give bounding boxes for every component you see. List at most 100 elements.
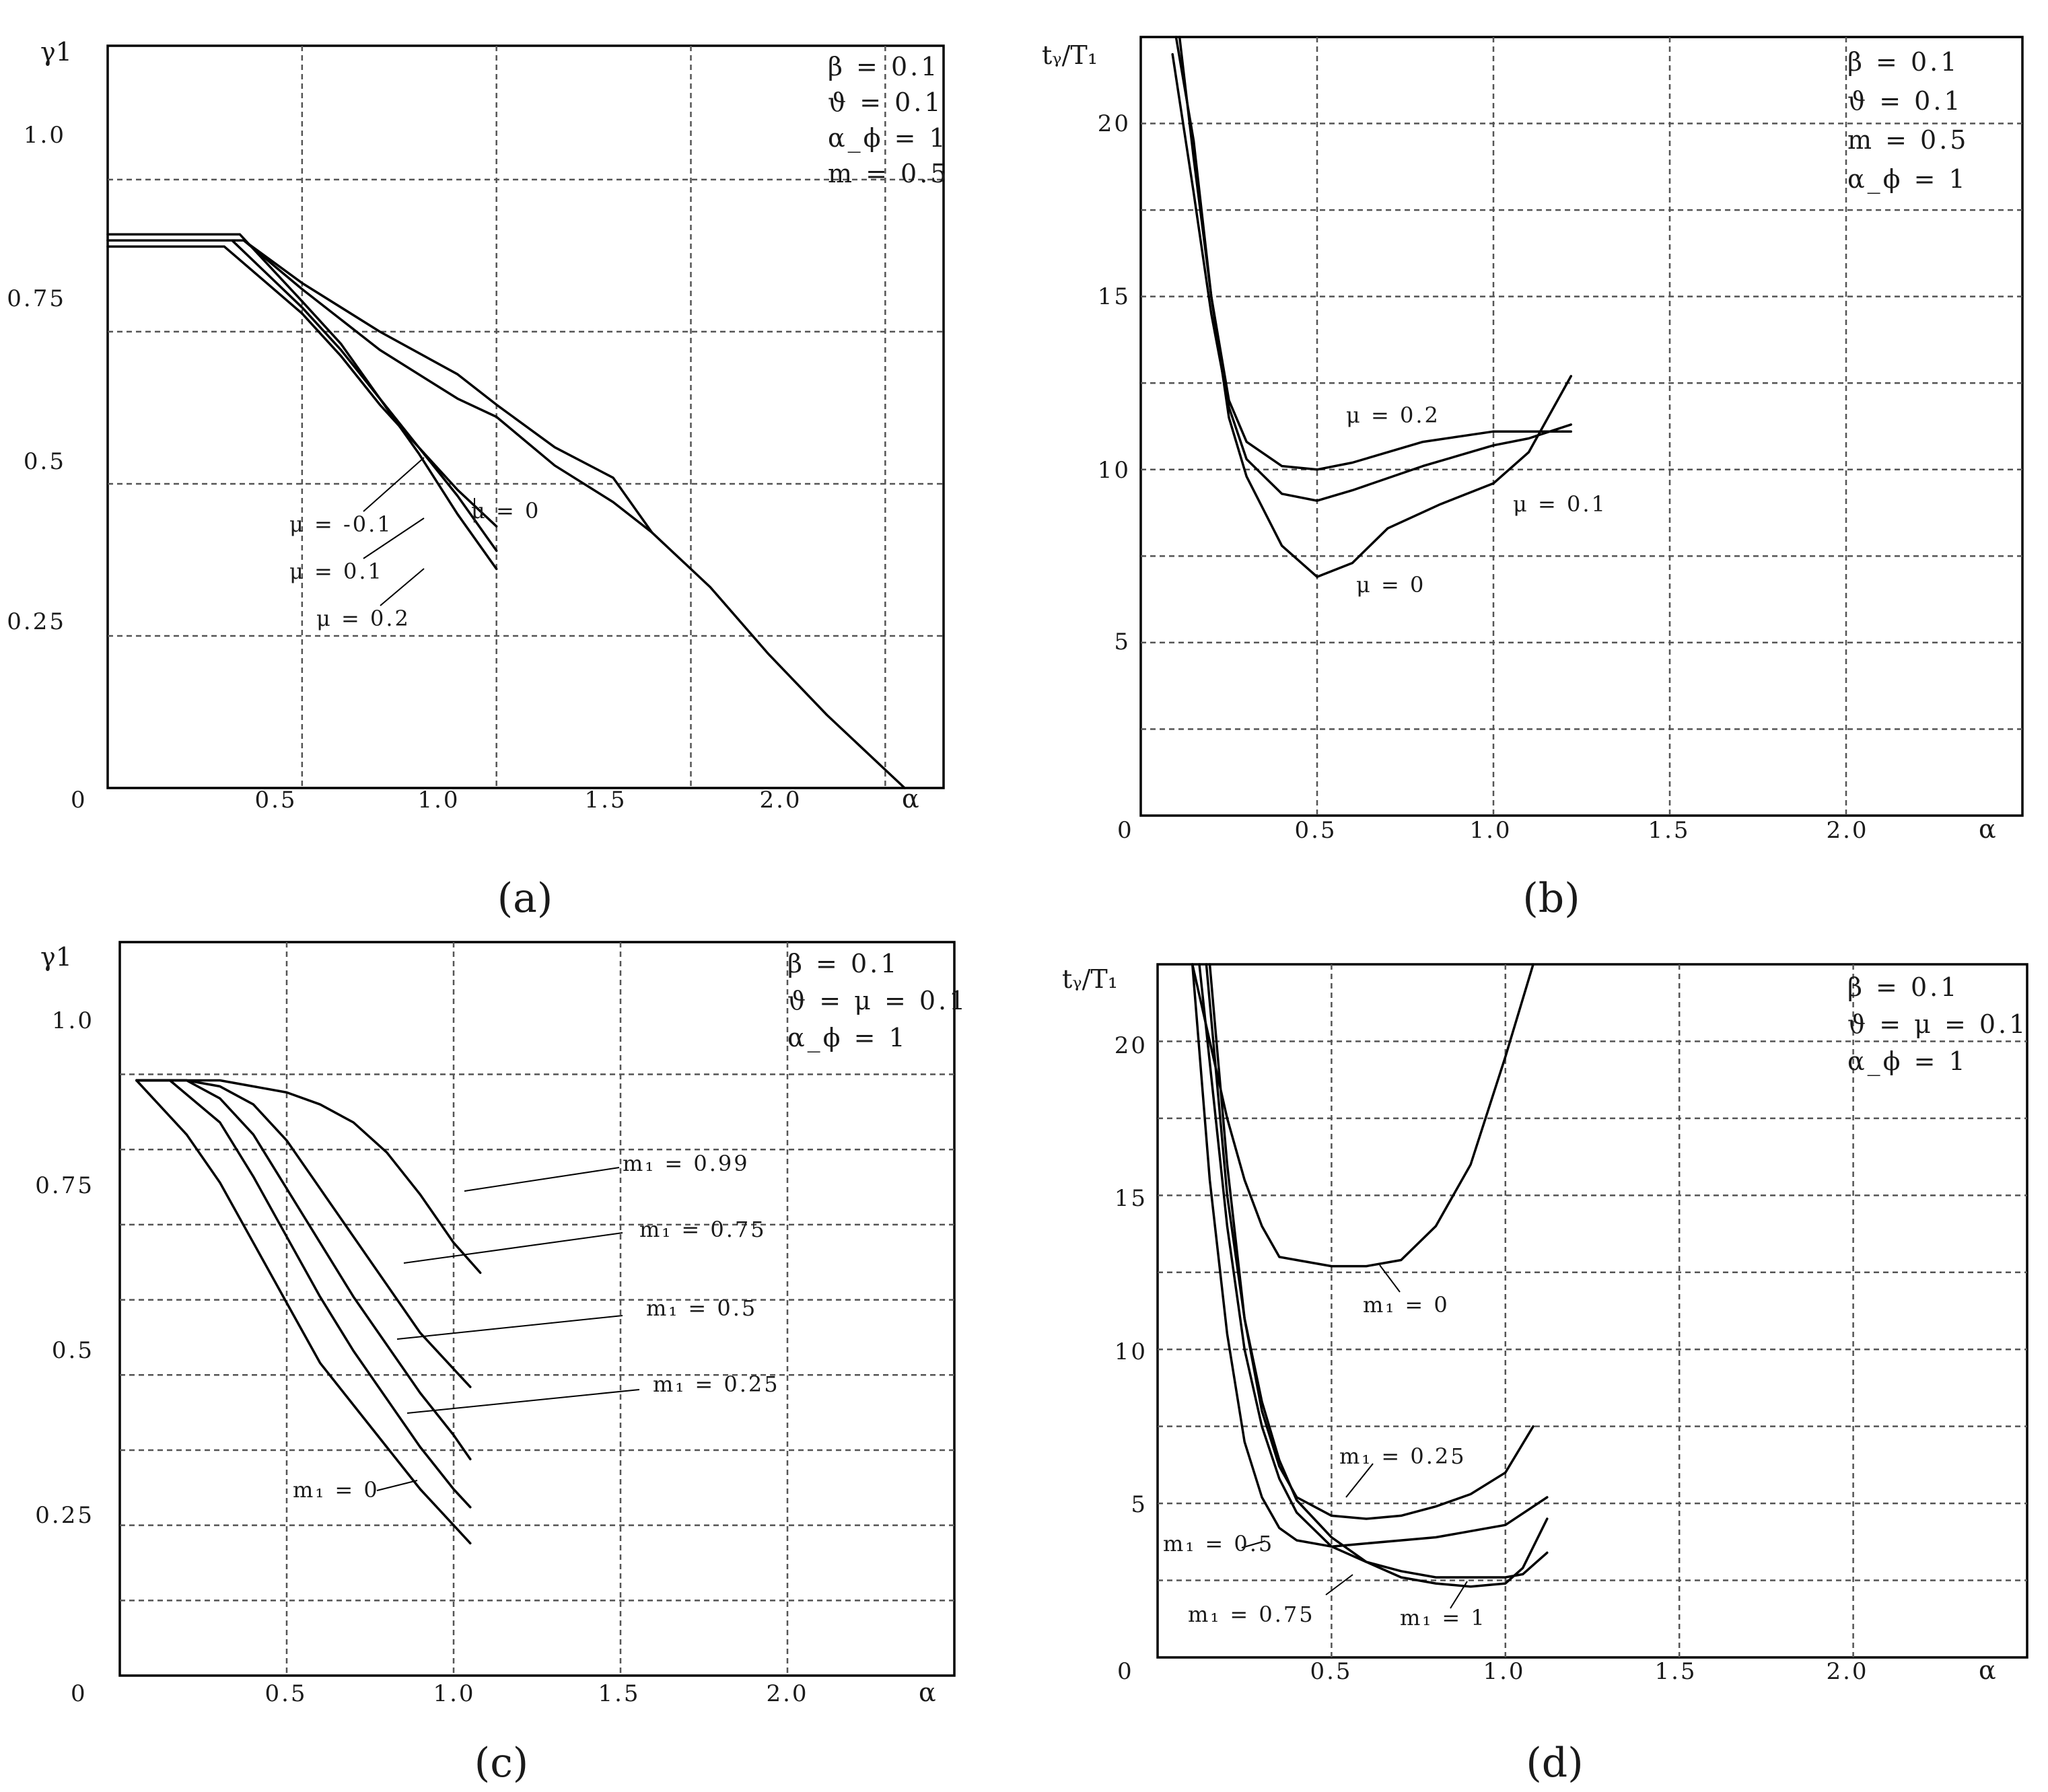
panel-d-ytick-2: 15 [1115,1185,1147,1212]
panel-b-ytick-1: 20 [1098,110,1131,137]
panel-c-series-5 [135,1079,472,1545]
panel-d-annot-1: m₁ = 0 [1363,1292,1450,1318]
panel-c-grid [120,942,954,1676]
panel-d-leader-1 [1379,1264,1401,1293]
panel-c-leader-5 [376,1480,418,1491]
panel-c-ytick-1: 1.0 [52,1007,94,1034]
panel-c-annot-2: m₁ = 0.75 [639,1217,767,1242]
panel-d-series-2 [1208,963,1534,1520]
panel-d-xtick-1: 0.5 [1310,1658,1352,1685]
panel-d-xtick-3: 1.5 [1654,1658,1697,1685]
panel-a-ytick-1: 1.0 [24,122,66,149]
panel-d-annot-5: m₁ = 1 [1400,1605,1487,1630]
panel-a-xtick-4: 2.0 [759,787,802,814]
panel-d-ytick-1: 20 [1115,1032,1147,1059]
panel-b-ytick-3: 10 [1098,457,1131,484]
panel-c-series-1 [135,1079,482,1275]
panel-a-grid [108,46,944,788]
panel-a-leader-1 [363,457,425,512]
panel-d-series-1 [1191,963,1534,1268]
panel-c-param-1: β = 0.1 [787,949,899,978]
panel-b: tᵧ/T₁ α 0 20 15 10 5 0.5 1.0 1.5 2.0 β =… [1042,36,2024,922]
panel-c-annot-4: m₁ = 0.25 [653,1371,780,1397]
panel-a-ylabel: γ1 [40,37,72,67]
panel-b-label: (b) [1522,875,1580,922]
panel-a-leader-2 [363,517,425,559]
panel-a-series-5 [242,239,654,534]
panel-a-xtick-1: 0.5 [254,787,297,814]
panel-c-param-2: ϑ = μ = 0.1 [787,986,968,1015]
panel-b-series-3 [1178,36,1573,578]
panel-d-series-3 [1191,963,1549,1548]
panel-d-leader-5 [1450,1581,1468,1609]
panel-a-series-4 [106,239,906,789]
panel-c-param-3: α_ϕ = 1 [787,1023,908,1053]
panel-c-xtick-2: 1.0 [433,1680,475,1707]
panel-c-leader-4 [407,1389,640,1414]
panel-b-ytick-4: 5 [1114,629,1131,655]
panel-a-ytick-3: 0.5 [24,448,66,475]
panel-c-ylabel: γ1 [40,942,72,972]
panel-a-annot-1: μ = -0.1 [289,511,393,537]
panel-d-ytick-4: 5 [1131,1491,1147,1518]
panel-a-ytick-2: 0.75 [7,285,66,312]
panel-a-series-1 [106,245,498,528]
panel-b-origin: 0 [1117,817,1134,844]
panel-b-xtick-2: 1.0 [1469,817,1512,844]
panel-c-annot-3: m₁ = 0.5 [646,1295,757,1321]
panel-b-xtick-1: 0.5 [1294,817,1337,844]
panel-b-param-3: m = 0.5 [1847,125,1969,155]
panel-c-ytick-2: 0.75 [35,1172,94,1199]
panel-c-annot-5: m₁ = 0 [293,1477,380,1503]
panel-d-leader-2 [1345,1463,1374,1498]
panel-a-xtick-3: 1.5 [584,787,627,814]
panel-c-leader-3 [396,1315,623,1340]
panel-d-leader-3 [1241,1540,1266,1548]
panel-b-annot-2: μ = 0.1 [1513,491,1607,517]
panel-c-ytick-3: 0.5 [52,1337,94,1364]
panel-c-series-2 [135,1079,472,1388]
panel-d-grid [1158,964,2027,1657]
panel-b-param-1: β = 0.1 [1847,47,1959,77]
panel-b-frame [1139,36,2024,817]
panel-b-xtick-3: 1.5 [1648,817,1690,844]
panel-b-ylabel: tᵧ/T₁ [1042,40,1098,70]
panel-b-series-2 [1171,52,1573,502]
panel-c-series-3 [135,1079,472,1461]
panel-a-xlabel: α [902,784,919,814]
panel-c-ytick-4: 0.25 [35,1502,94,1529]
panel-d-leader-4 [1325,1574,1353,1596]
panel-a-curves [106,233,906,789]
panel-d-param-3: α_ϕ = 1 [1847,1046,1968,1077]
panel-d-xtick-4: 2.0 [1826,1658,1868,1685]
panel-d-annot-4: m₁ = 0.75 [1188,1602,1315,1627]
panel-a-origin: 0 [71,787,87,814]
panel-a-param-1: β = 0.1 [828,52,940,81]
panel-a-annot-3: μ = 0.2 [316,606,411,631]
panel-c-leader-1 [464,1167,620,1192]
panel-b-ytick-2: 15 [1098,283,1131,310]
panel-b-grid [1141,37,2022,816]
panel-b-annot-1: μ = 0.2 [1346,402,1440,428]
panel-a-leader-3 [380,568,425,606]
panel-d-annot-3: m₁ = 0.5 [1163,1531,1274,1556]
panel-c-xtick-3: 1.5 [598,1680,640,1707]
panel-c-xtick-4: 2.0 [766,1680,808,1707]
panel-b-annot-3: μ = 0 [1356,572,1425,598]
panel-a-param-4: m = 0.5 [828,159,949,188]
panel-a-annot-2: μ = 0.1 [289,559,384,584]
panel-d-series-5 [1205,963,1549,1588]
panel-d-param-1: β = 0.1 [1847,972,1959,1002]
panel-b-curves [1171,36,1573,578]
panel-d-param-2: ϑ = μ = 0.1 [1847,1009,2028,1039]
panel-a-param-2: ϑ = 0.1 [828,87,944,117]
panel-a-label: (a) [497,875,553,922]
panel-d: tᵧ/T₁ α 0 20 15 10 5 0.5 1.0 1.5 2.0 β =… [1062,963,2028,1787]
panel-c-series-4 [135,1079,472,1509]
panel-c-xtick-1: 0.5 [264,1680,307,1707]
panel-a-param-3: α_ϕ = 1 [828,123,948,153]
panel-a-series-2 [106,239,498,552]
panel-c-leader-2 [403,1232,623,1264]
panel-c-label: (c) [474,1740,528,1787]
